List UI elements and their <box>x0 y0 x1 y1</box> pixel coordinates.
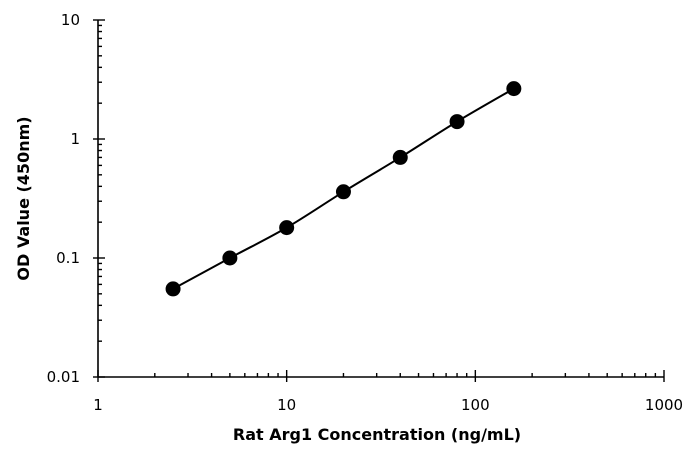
axes <box>97 20 664 378</box>
tick-marks <box>93 19 665 382</box>
tick-labels: 1 10 100 1000 0.01 0.1 1 10 <box>47 11 684 414</box>
x-tick-label: 1000 <box>645 396 683 414</box>
y-axis-title: OD Value (450nm) <box>14 116 33 280</box>
x-axis-title: Rat Arg1 Concentration (ng/mL) <box>233 425 521 444</box>
y-tick-label: 0.1 <box>56 249 80 267</box>
series-layer <box>165 81 522 297</box>
data-point <box>449 114 465 130</box>
data-point <box>279 220 295 236</box>
y-tick-label: 10 <box>61 11 80 29</box>
data-point <box>335 184 351 200</box>
data-point <box>222 250 238 266</box>
data-point <box>165 281 181 297</box>
x-tick-label: 10 <box>277 396 296 414</box>
y-tick-label: 0.01 <box>47 368 80 386</box>
x-tick-label: 1 <box>93 396 103 414</box>
y-tick-label: 1 <box>70 130 80 148</box>
x-tick-label: 100 <box>461 396 490 414</box>
data-point <box>392 149 408 165</box>
data-point <box>506 81 522 97</box>
